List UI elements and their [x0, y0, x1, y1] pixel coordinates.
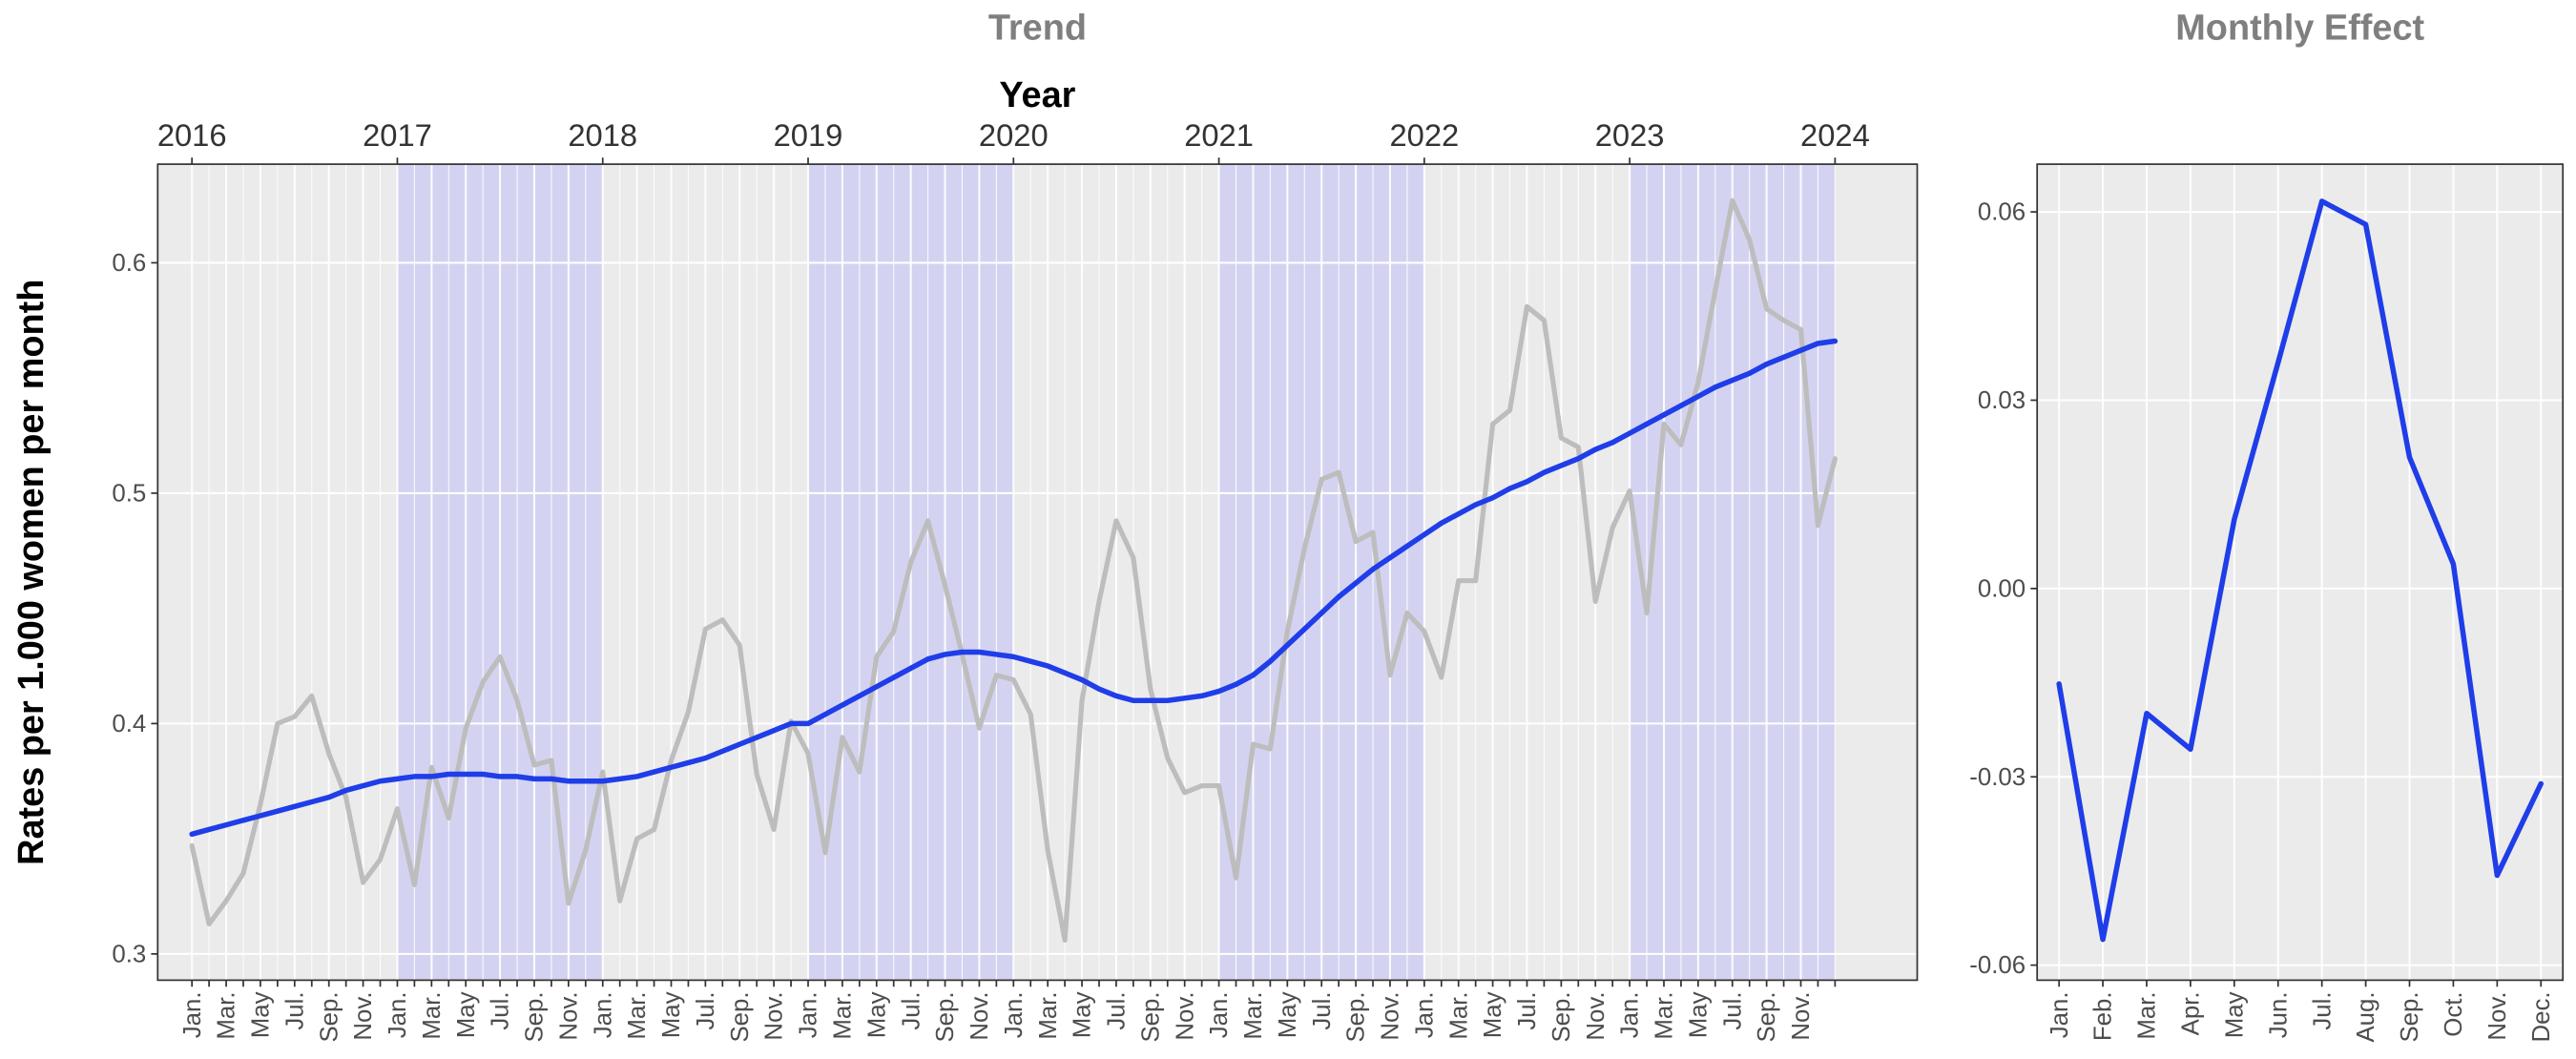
y-tick-label: 0.4	[112, 711, 146, 737]
y-tick-label: 0.6	[112, 250, 146, 277]
y-tick-label: 0.03	[1978, 387, 2025, 414]
x-tick-label: Jun.	[2265, 991, 2292, 1038]
x-tick-label: May	[658, 991, 685, 1038]
x-tick-label: Nov.	[1583, 991, 1610, 1040]
x-tick-label: Mar.	[419, 991, 446, 1039]
panel-background	[2037, 164, 2564, 981]
x-tick-label: Sep.	[727, 991, 754, 1042]
x-tick-label: Sep.	[2397, 991, 2423, 1042]
x2-tick-label: 2023	[1595, 117, 1665, 153]
y-tick-label: 0.06	[1978, 199, 2025, 226]
panel-title: Monthly Effect	[2175, 8, 2424, 48]
x-tick-label: May	[863, 991, 890, 1038]
x-tick-label: Apr.	[2178, 991, 2205, 1035]
x-tick-label: Sep.	[522, 991, 549, 1042]
data-line	[189, 197, 1838, 943]
x-tick-label: Jul.	[898, 991, 924, 1029]
x-tick-label: Jan.	[1206, 991, 1233, 1038]
x2-tick-label: 2017	[363, 117, 432, 153]
x-tick-label: Nov.	[555, 991, 582, 1040]
x-tick-label: Mar.	[1240, 991, 1267, 1039]
x-tick-label: Nov.	[966, 991, 993, 1040]
x-tick-label: Sep.	[1754, 991, 1780, 1042]
y-tick-label: 0.5	[112, 481, 146, 508]
x-tick-label: Mar.	[1445, 991, 1472, 1039]
x-tick-label: Jan.	[1001, 991, 1028, 1038]
x2-axis-title: Year	[999, 75, 1075, 115]
data-line	[2056, 198, 2545, 943]
x-tick-label: Jul.	[1104, 991, 1131, 1029]
x-tick-label: Dec.	[2528, 991, 2555, 1042]
x-tick-label: Sep.	[932, 991, 959, 1042]
panel-title: Trend	[988, 8, 1087, 48]
x2-tick-label: 2022	[1389, 117, 1459, 153]
x-tick-label: May	[453, 991, 480, 1038]
x-tick-label: Nov.	[350, 991, 377, 1040]
y-tick-label: 0.00	[1978, 575, 2025, 602]
x2-tick-label: 2018	[568, 117, 637, 153]
x-tick-label: May	[248, 991, 275, 1038]
x-tick-label: Nov.	[1172, 991, 1198, 1040]
x-tick-label: Jan.	[1617, 991, 1644, 1038]
x-tick-label: Aug.	[2353, 991, 2379, 1042]
y-axis-title: Rates per 1.000 women per month	[11, 280, 52, 865]
x-tick-label: May	[1480, 991, 1506, 1038]
x-tick-label: Mar.	[1652, 991, 1678, 1039]
y-tick-label: 0.3	[112, 941, 146, 967]
x-tick-label: Jan.	[796, 991, 822, 1038]
x-tick-label: Jul.	[281, 991, 308, 1029]
x2-tick-label: 2016	[157, 117, 227, 153]
x2-tick-label: 2024	[1800, 117, 1870, 153]
x2-tick-label: 2020	[979, 117, 1049, 153]
x-tick-label: Mar.	[1035, 991, 1062, 1039]
x-tick-label: Nov.	[761, 991, 788, 1040]
x-tick-label: Mar.	[2134, 991, 2161, 1039]
x-tick-label: Jan.	[590, 991, 616, 1038]
x-tick-label: Jan.	[384, 991, 411, 1038]
x-tick-label: Feb.	[2090, 991, 2117, 1041]
x-tick-label: Jul.	[2309, 991, 2336, 1029]
x-tick-label: Mar.	[214, 991, 240, 1039]
x-tick-label: May	[1070, 991, 1096, 1038]
x-tick-label: Sep.	[1548, 991, 1575, 1042]
x-tick-label: Jul.	[1309, 991, 1336, 1029]
x-tick-label: Jan.	[179, 991, 206, 1038]
x-tick-label: Oct.	[2441, 991, 2467, 1036]
x-tick-label: Jul.	[693, 991, 719, 1029]
x-tick-label: May	[1685, 991, 1712, 1038]
x-tick-label: Mar.	[829, 991, 856, 1039]
y-tick-label: -0.03	[1969, 764, 2025, 791]
x-tick-label: May	[1275, 991, 1301, 1038]
panel-border	[2036, 163, 2565, 982]
x-tick-label: Nov.	[2484, 991, 2511, 1040]
x-tick-label: Jul.	[488, 991, 514, 1029]
x-tick-label: Jul.	[1719, 991, 1746, 1029]
x-tick-label: Nov.	[1788, 991, 1815, 1040]
x2-tick-label: 2021	[1184, 117, 1254, 153]
x-tick-label: Mar.	[624, 991, 651, 1039]
x-tick-label: Sep.	[1137, 991, 1164, 1042]
x-tick-label: Nov.	[1378, 991, 1404, 1040]
panel-border	[156, 163, 1919, 982]
x-tick-label: Sep.	[316, 991, 343, 1042]
x-tick-label: Jan.	[2046, 991, 2073, 1038]
x-tick-label: Sep.	[1343, 991, 1370, 1042]
y-tick-label: -0.06	[1969, 952, 2025, 979]
x2-tick-label: 2019	[774, 117, 843, 153]
x-tick-label: Jan.	[1411, 991, 1438, 1038]
x-tick-label: May	[2221, 991, 2248, 1038]
data-line	[189, 338, 1839, 838]
x-tick-label: Jul.	[1514, 991, 1541, 1029]
